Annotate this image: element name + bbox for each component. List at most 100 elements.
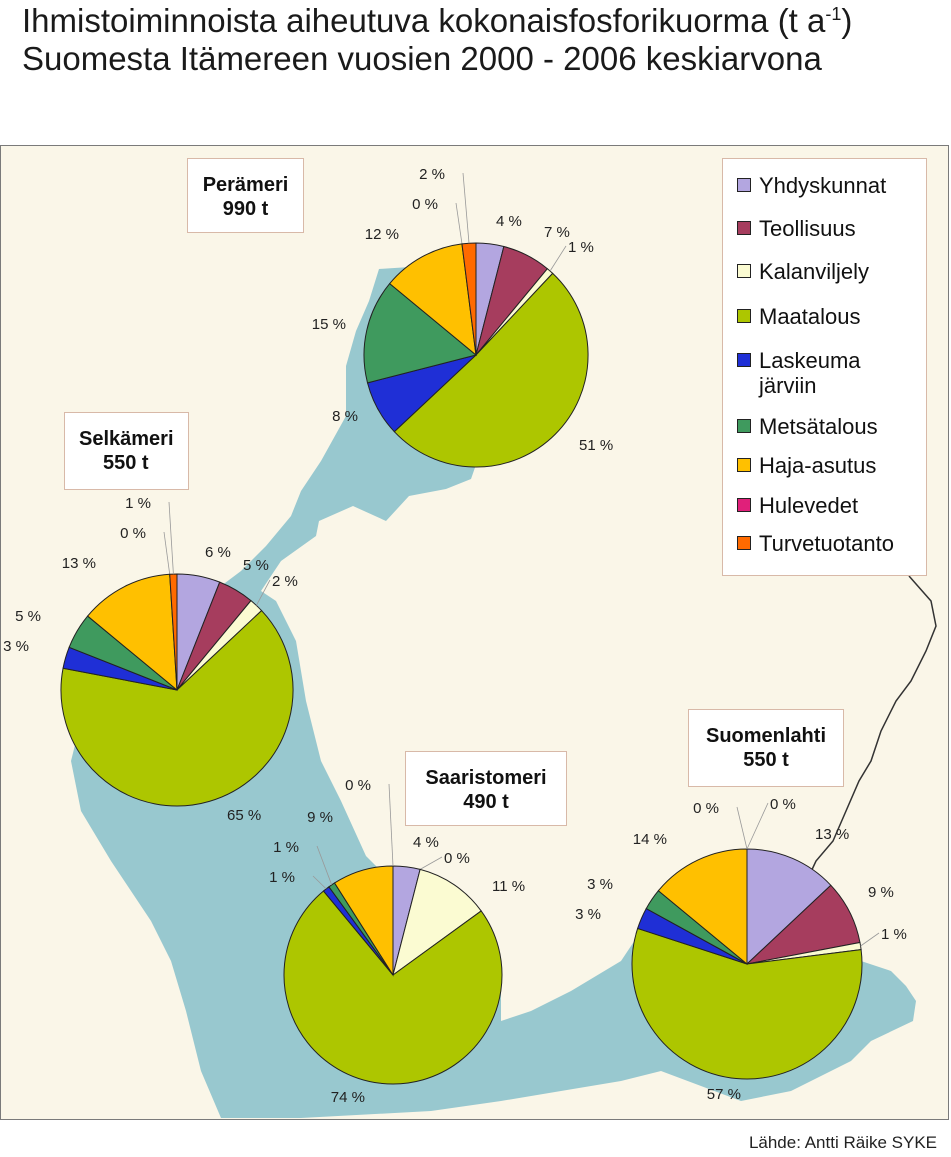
legend-swatch xyxy=(737,419,751,433)
slice-label: 1 % xyxy=(125,495,151,512)
pie-charts: 4 %7 %1 %51 %8 %15 %12 %0 %2 %6 %5 %2 %6… xyxy=(3,166,907,1106)
leader-line xyxy=(419,856,443,870)
legend-swatch xyxy=(737,309,751,323)
slice-label: 0 % xyxy=(444,850,470,867)
leader-line xyxy=(168,501,174,575)
region-total: 990 t xyxy=(222,198,269,220)
legend-label: Metsätalous xyxy=(759,414,878,439)
pie-slice-haja-asutus xyxy=(657,848,748,966)
slice-label: 3 % xyxy=(587,876,613,893)
legend-label: Kalanviljely xyxy=(759,259,870,284)
leader-line xyxy=(388,783,394,867)
legend-swatch xyxy=(737,498,751,512)
pie-perämeri: 4 % 7 %1 % 51 % 8 % 15 % 12 % 0 % 2 % xyxy=(312,166,613,468)
leader-line xyxy=(455,202,463,244)
legend-swatch xyxy=(737,458,751,472)
slice-label: 3 % xyxy=(3,638,29,655)
slice-label: 11 % xyxy=(492,878,525,895)
legend-label: Maatalous xyxy=(759,304,861,329)
legend-label: Teollisuus xyxy=(759,216,856,241)
pie-selkämeri: 6 %5 %2 %65 %3 %5 %13 %0 %1 % xyxy=(3,495,298,824)
slice-label: 5 % xyxy=(243,557,269,574)
legend-label: Turvetuotanto xyxy=(759,531,894,556)
region-box-selkameri: Selkämeri 550 t xyxy=(64,412,189,490)
slice-label: 0 % xyxy=(412,196,438,213)
region-box-suomenlahti: Suomenlahti 550 t xyxy=(688,709,844,787)
region-title: Suomenlahti xyxy=(705,725,826,747)
leader-line xyxy=(312,875,327,890)
slice-label: 51 % xyxy=(579,437,613,454)
slice-label: 0 % xyxy=(345,777,371,794)
slice-label: 9 % xyxy=(307,809,333,826)
slice-label: 2 % xyxy=(272,573,298,590)
pie-slice-kalanviljely xyxy=(392,868,482,977)
legend-swatch xyxy=(737,221,751,235)
slice-label: 4 % xyxy=(496,213,522,230)
slice-label: 0 % xyxy=(693,800,719,817)
leader-line xyxy=(316,845,333,885)
sea-area xyxy=(71,263,916,1118)
leader-line xyxy=(746,802,769,850)
slice-label: 1 % xyxy=(273,839,299,856)
slice-label: 4 % xyxy=(413,834,439,851)
leader-line xyxy=(736,806,748,850)
slice-label: 12 % xyxy=(365,226,399,243)
pie-slice-maatalous xyxy=(631,927,863,1080)
slice-label: 13 % xyxy=(815,826,849,843)
chart-title: Ihmistoiminnoista aiheutuva kokonaisfosf… xyxy=(22,2,942,78)
title-line-1: Ihmistoiminnoista aiheutuva kokonaisfosf… xyxy=(22,2,853,39)
region-total: 550 t xyxy=(103,452,149,474)
pie-slice-haja-asutus xyxy=(388,243,477,357)
slice-label: 9 % xyxy=(868,884,894,901)
legend-swatch xyxy=(737,264,751,278)
pie-slice-turvetuotanto xyxy=(461,242,477,356)
slice-label: 5 % xyxy=(15,608,41,625)
legend-label: Laskeuma järviin xyxy=(759,348,861,398)
pie-slice-yhdyskunnat xyxy=(746,848,832,966)
pie-saaristomeri: 4 % 0 % 11 % 74 % 1 % 1 % 9 % 0 % xyxy=(269,777,525,1106)
legend-swatch xyxy=(737,353,751,367)
title-line-2: Suomesta Itämereen vuosien 2000 - 2006 k… xyxy=(22,40,822,77)
legend-swatch xyxy=(737,536,751,550)
leader-line xyxy=(549,245,567,272)
legend-label: Yhdyskunnat xyxy=(759,173,887,198)
region-title: Saaristomeri xyxy=(425,767,547,789)
pie-slice-metsätalous xyxy=(363,282,478,384)
legend: Yhdyskunnat Teollisuus Kalanviljely Maat… xyxy=(722,158,927,576)
slice-label: 15 % xyxy=(312,316,346,333)
slice-label: 65 % xyxy=(227,807,261,824)
legend-swatch xyxy=(737,178,751,192)
slice-label: 1 % xyxy=(269,869,295,886)
source-credit: Lähde: Antti Räike SYKE xyxy=(748,1133,937,1152)
slice-label: 3 % xyxy=(575,906,601,923)
map-canvas: 4 %7 %1 %51 %8 %15 %12 %0 %2 %6 %5 %2 %6… xyxy=(3,166,937,1118)
legend-label: Hulevedet xyxy=(759,493,859,518)
slice-label: 8 % xyxy=(332,408,358,425)
slice-label: 2 % xyxy=(419,166,445,183)
slice-label: 1 % xyxy=(568,239,594,256)
pie-slice-maatalous xyxy=(393,272,589,468)
slice-label: 0 % xyxy=(120,525,146,542)
slice-label: 74 % xyxy=(331,1089,365,1106)
slice-label: 0 % xyxy=(770,796,796,813)
legend-label: Haja-asutus xyxy=(759,453,877,478)
slice-label: 6 % xyxy=(205,544,231,561)
region-total: 550 t xyxy=(743,749,789,771)
slice-label: 57 % xyxy=(707,1086,741,1103)
pie-slice-maatalous xyxy=(60,609,294,807)
slice-label: 13 % xyxy=(62,555,96,572)
region-box-saaristomeri: Saaristomeri 490 t xyxy=(405,751,567,826)
slice-label: 14 % xyxy=(633,831,667,848)
region-box-peramer: Perämeri 990 t xyxy=(187,158,304,233)
leader-line xyxy=(860,932,880,947)
slice-label: 1 % xyxy=(881,926,907,943)
slice-label: 7 % xyxy=(544,224,570,241)
region-title: Perämeri xyxy=(202,174,289,196)
pie-slice-haja-asutus xyxy=(86,573,178,692)
border-line xyxy=(800,575,937,892)
leader-line xyxy=(462,172,470,244)
leader-line xyxy=(163,531,171,575)
leader-line xyxy=(256,579,271,606)
region-total: 490 t xyxy=(463,791,509,813)
region-title: Selkämeri xyxy=(79,428,174,450)
